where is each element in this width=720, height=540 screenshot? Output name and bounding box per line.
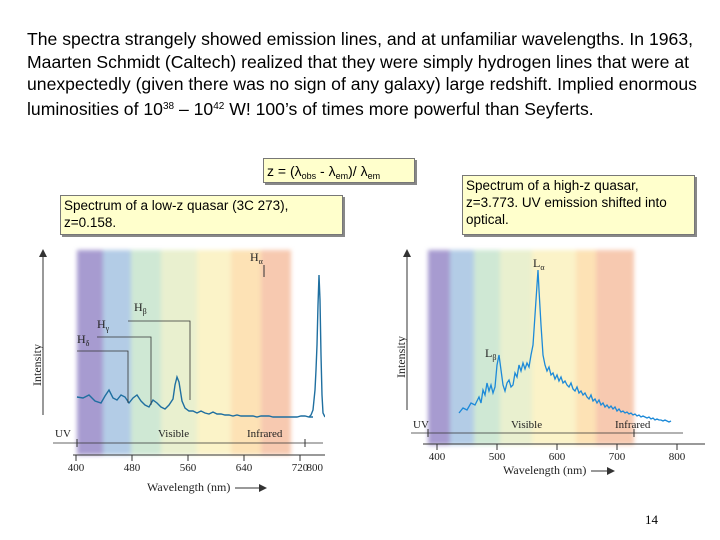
- paragraph-text-1: The spectra strangely showed emission li…: [27, 29, 697, 119]
- left-tick-480: 480: [124, 462, 141, 474]
- formula-sub-obs: obs: [301, 171, 317, 181]
- page-number: 14: [645, 512, 658, 527]
- right-tick-400: 400: [429, 451, 446, 463]
- left-tick-400: 400: [68, 462, 85, 474]
- right-ylabel: Intensity: [394, 336, 408, 378]
- right-visible-label: Visible: [511, 419, 542, 431]
- high-z-caption: Spectrum of a high-z quasar, z=3.773. UV…: [462, 175, 695, 235]
- right-uv-label: UV: [413, 419, 429, 431]
- high-z-spectrum-line: [458, 269, 672, 423]
- label-l-beta: Lβ: [485, 346, 496, 362]
- label-h-gamma: Hγ: [97, 317, 110, 333]
- formula-sub-em-2: em: [367, 171, 381, 181]
- left-xlabel: Wavelength (nm): [147, 480, 230, 494]
- low-z-caption: Spectrum of a low-z quasar (3C 273), z=0…: [60, 195, 343, 235]
- exponent-42: 42: [213, 100, 225, 112]
- exponent-38: 38: [162, 100, 175, 112]
- left-tick-640: 640: [236, 462, 253, 474]
- left-ylabel: Intensity: [30, 344, 44, 386]
- formula-lambda-em: λ: [328, 163, 336, 179]
- left-visible-label: Visible: [158, 428, 189, 440]
- formula-lambda-em-2: λ: [360, 163, 368, 179]
- intro-paragraph: The spectra strangely showed emission li…: [27, 28, 697, 120]
- formula-z: z = (: [267, 163, 295, 179]
- formula-sub-em: em: [335, 171, 349, 181]
- formula-divide: )/: [348, 163, 361, 179]
- paragraph-text-2: – 10: [174, 98, 214, 119]
- formula-lambda-obs: λ: [294, 163, 302, 179]
- left-tick-800: 800: [307, 462, 324, 474]
- left-tick-560: 560: [180, 462, 197, 474]
- redshift-formula-box: z = (λobs - λem)/ λem: [263, 158, 415, 183]
- left-infrared-label: Infrared: [247, 428, 283, 440]
- visible-spectrum-bands-right: [428, 250, 634, 445]
- right-tick-600: 600: [549, 451, 566, 463]
- high-z-spectrum-plot: Intensity Lα Lβ UV Visible Infrared 400 …: [393, 245, 705, 480]
- visible-spectrum-bands: [77, 250, 291, 455]
- left-tick-720: 720: [292, 462, 309, 474]
- right-tick-800: 800: [669, 451, 686, 463]
- label-h-delta: Hδ: [77, 332, 90, 348]
- right-xlabel: Wavelength (nm): [503, 463, 586, 477]
- right-tick-700: 700: [609, 451, 626, 463]
- paragraph-text-3: W! 100’s of times more powerful than Sey…: [224, 98, 594, 119]
- low-z-spectrum-plot: Intensity Hα Hβ Hγ Hδ UV Visible Infrare…: [25, 245, 325, 500]
- left-uv-label: UV: [55, 428, 71, 440]
- right-tick-500: 500: [489, 451, 506, 463]
- label-l-alpha: Lα: [533, 256, 545, 272]
- low-z-spectrum-line: [76, 374, 313, 418]
- formula-minus: -: [316, 163, 329, 179]
- label-h-beta: Hβ: [134, 300, 147, 316]
- right-infrared-label: Infrared: [615, 419, 651, 431]
- label-h-alpha: Hα: [250, 250, 264, 266]
